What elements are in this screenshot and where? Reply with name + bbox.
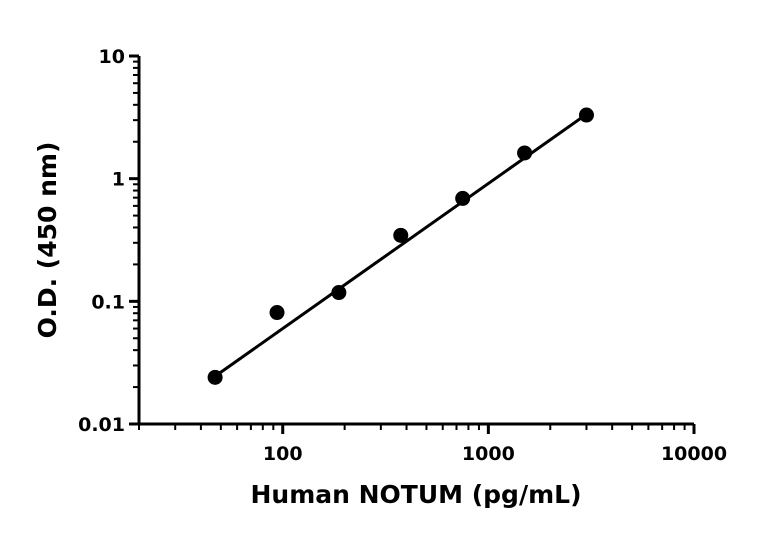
data-points: [207, 107, 594, 385]
data-point: [517, 145, 533, 161]
x-tick-label: 100: [263, 443, 303, 465]
x-tick-label: 1000: [462, 443, 515, 465]
y-ticks: 0.01 0.1 1 10: [78, 46, 139, 436]
data-point: [269, 305, 285, 321]
data-point: [393, 227, 409, 243]
y-axis-title: O.D. (450 nm): [33, 142, 62, 339]
data-point: [455, 190, 471, 206]
y-tick-label: 10: [99, 46, 125, 68]
x-axis-title: Human NOTUM (pg/mL): [250, 480, 581, 509]
y-tick-label: 0.1: [91, 291, 125, 313]
plot-area: 0.01 0.1 1 10 100 1000 10000: [78, 46, 727, 465]
x-ticks: 100 1000 10000: [138, 424, 727, 465]
y-tick-label: 1: [112, 169, 125, 191]
data-point: [578, 107, 594, 123]
data-point: [331, 285, 347, 301]
data-point: [207, 369, 223, 385]
y-tick-label: 0.01: [78, 414, 125, 436]
x-tick-label: 10000: [661, 443, 727, 465]
